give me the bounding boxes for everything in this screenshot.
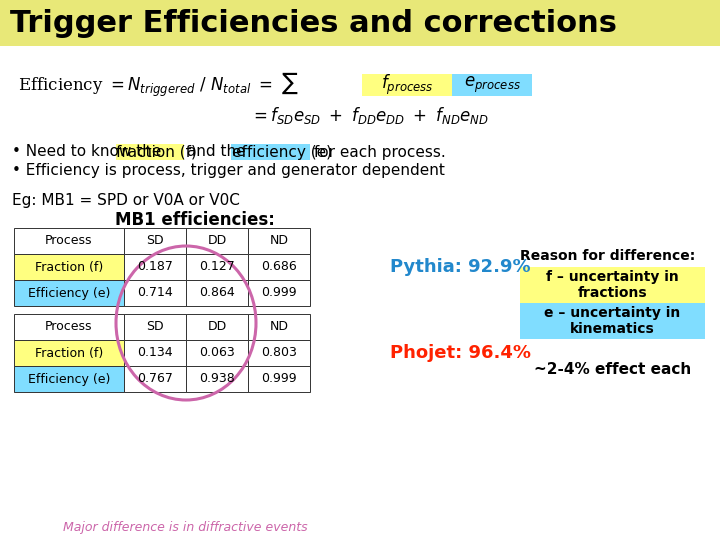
Text: $= f_{SD}e_{SD}\ +\ f_{DD}e_{DD}\ +\ f_{ND}e_{ND}$: $= f_{SD}e_{SD}\ +\ f_{DD}e_{DD}\ +\ f_{… (250, 105, 489, 125)
Bar (248, 228, 310, 254)
Text: Reason for difference:: Reason for difference: (520, 249, 696, 263)
Text: 0.714: 0.714 (137, 287, 173, 300)
Bar (186, 254, 248, 280)
Text: Efficiency $= N_{triggered}\ /\ N_{total}\ =\ \sum$: Efficiency $= N_{triggered}\ /\ N_{total… (18, 71, 299, 99)
Text: Pythia: 92.9%: Pythia: 92.9% (390, 258, 531, 276)
Bar (124, 340, 186, 366)
Bar (362, 74, 452, 96)
Bar (14, 254, 124, 280)
Text: Phojet: 96.4%: Phojet: 96.4% (390, 344, 531, 362)
Text: 0.134: 0.134 (138, 347, 173, 360)
Text: f – uncertainty in
fractions: f – uncertainty in fractions (546, 270, 679, 300)
Text: and the: and the (182, 145, 251, 159)
Bar (186, 228, 248, 254)
Bar (14, 340, 124, 366)
Bar (248, 280, 310, 306)
Bar (186, 280, 248, 306)
Text: DD: DD (207, 321, 227, 334)
Bar (124, 254, 186, 280)
Text: SD: SD (146, 321, 164, 334)
Text: ND: ND (269, 234, 289, 247)
Bar (186, 366, 248, 392)
Text: Trigger Efficiencies and corrections: Trigger Efficiencies and corrections (10, 9, 617, 37)
Text: e – uncertainty in
kinematics: e – uncertainty in kinematics (544, 306, 680, 336)
Text: 0.767: 0.767 (137, 373, 173, 386)
Text: • Need to know the: • Need to know the (12, 145, 166, 159)
Bar (124, 314, 186, 340)
Text: Fraction (f): Fraction (f) (35, 347, 103, 360)
Bar (14, 228, 124, 254)
Bar (520, 303, 705, 339)
Text: Efficiency (e): Efficiency (e) (28, 373, 110, 386)
Text: Efficiency (e): Efficiency (e) (28, 287, 110, 300)
Bar (231, 144, 310, 160)
Text: 0.938: 0.938 (199, 373, 235, 386)
Bar (124, 366, 186, 392)
Text: SD: SD (146, 234, 164, 247)
Text: Eg: MB1 = SPD or V0A or V0C: Eg: MB1 = SPD or V0A or V0C (12, 192, 240, 207)
Text: for each process.: for each process. (309, 145, 446, 159)
Bar (124, 280, 186, 306)
Text: ND: ND (269, 321, 289, 334)
Text: 0.864: 0.864 (199, 287, 235, 300)
Text: fraction (f): fraction (f) (117, 145, 197, 159)
Text: 0.063: 0.063 (199, 347, 235, 360)
Text: Process: Process (45, 234, 93, 247)
Text: 0.187: 0.187 (137, 260, 173, 273)
Text: 0.999: 0.999 (261, 373, 297, 386)
Bar (14, 366, 124, 392)
Text: 0.127: 0.127 (199, 260, 235, 273)
Bar (124, 228, 186, 254)
Text: 0.999: 0.999 (261, 287, 297, 300)
Text: $f_{process}$: $f_{process}$ (381, 73, 433, 97)
Text: $e_{process}$: $e_{process}$ (464, 75, 521, 95)
Bar (186, 314, 248, 340)
Bar (14, 280, 124, 306)
Bar (248, 254, 310, 280)
Text: ~2-4% effect each: ~2-4% effect each (534, 361, 691, 376)
Text: • Efficiency is process, trigger and generator dependent: • Efficiency is process, trigger and gen… (12, 163, 445, 178)
Text: 0.686: 0.686 (261, 260, 297, 273)
Bar (186, 340, 248, 366)
Bar (248, 340, 310, 366)
Text: Major difference is in diffractive events: Major difference is in diffractive event… (63, 522, 307, 535)
Bar (115, 144, 184, 160)
Text: 0.803: 0.803 (261, 347, 297, 360)
Bar (520, 267, 705, 303)
Bar (248, 366, 310, 392)
Bar (14, 314, 124, 340)
Bar (0, 0, 720, 46)
Bar (452, 74, 532, 96)
Text: Process: Process (45, 321, 93, 334)
Text: DD: DD (207, 234, 227, 247)
Text: efficiency (e): efficiency (e) (232, 145, 332, 159)
Text: MB1 efficiencies:: MB1 efficiencies: (115, 211, 275, 229)
Text: Fraction (f): Fraction (f) (35, 260, 103, 273)
Bar (248, 314, 310, 340)
